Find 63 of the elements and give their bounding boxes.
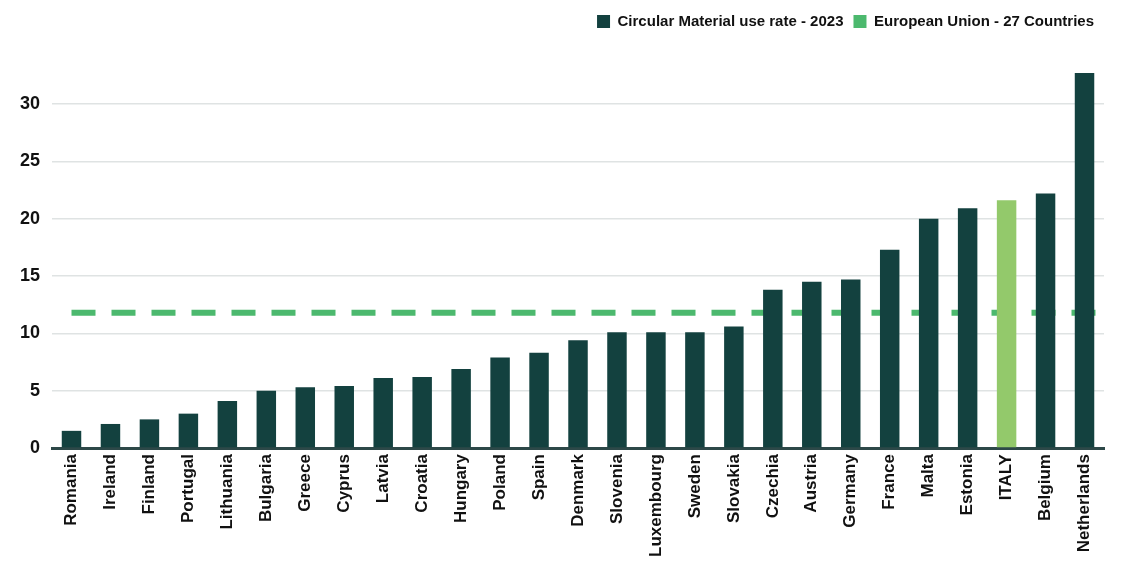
bar	[373, 378, 393, 448]
x-tick-label: Slovakia	[723, 453, 743, 524]
y-tick-label: 10	[19, 322, 41, 343]
x-tick-label: Slovenia	[606, 453, 626, 524]
bar	[646, 332, 666, 448]
bar	[841, 279, 861, 448]
bar	[802, 281, 822, 448]
bar	[217, 401, 238, 448]
bar	[879, 249, 900, 448]
x-tick-label: Portugal	[178, 454, 198, 524]
x-tick-label: Austria	[801, 453, 821, 513]
bar	[957, 208, 978, 448]
x-tick-label: Romania	[61, 453, 81, 526]
bar	[256, 390, 277, 448]
bar	[529, 352, 549, 448]
bar	[295, 387, 316, 448]
x-tick-label: France	[879, 454, 899, 510]
bar	[61, 430, 82, 448]
bar	[1074, 73, 1095, 448]
x-tick-label: Hungary	[450, 453, 470, 524]
bar	[607, 332, 627, 448]
x-tick-label: Cyprus	[333, 454, 353, 513]
x-tick-label: Denmark	[567, 453, 587, 527]
bar	[334, 386, 354, 448]
y-tick-label: 25	[19, 150, 41, 171]
legend-label: Circular Material use rate - 2023	[617, 11, 844, 29]
x-tick-label: Croatia	[411, 453, 431, 513]
x-tick-label: Bulgaria	[256, 453, 275, 523]
y-tick-label: 15	[19, 264, 41, 285]
x-tick-label: Belgium	[1035, 454, 1055, 522]
x-tick-label: Greece	[294, 454, 314, 512]
x-tick-label: Germany	[840, 453, 860, 528]
bar	[412, 376, 432, 448]
x-tick-label: ITALY	[996, 453, 1016, 501]
bar	[763, 289, 783, 448]
y-tick-label: 5	[30, 379, 41, 400]
bar	[568, 340, 588, 448]
bar	[918, 218, 939, 448]
x-tick-label: Latvia	[372, 453, 392, 504]
bar	[100, 423, 121, 448]
bar	[724, 326, 744, 448]
x-tick-label: Malta	[918, 453, 938, 498]
x-tick-label: Lithuania	[217, 453, 237, 530]
x-tick-label: Poland	[489, 454, 509, 511]
bar	[451, 368, 471, 448]
x-tick-label: Czechia	[762, 453, 782, 519]
x-tick-label: Netherlands	[1074, 454, 1094, 553]
y-tick-label: 20	[19, 207, 41, 228]
x-tick-label: Ireland	[100, 454, 120, 510]
y-tick-label: 0	[30, 437, 41, 458]
bar	[490, 357, 510, 448]
bar	[178, 413, 199, 448]
bar	[685, 332, 705, 448]
bar	[1035, 193, 1056, 448]
legend-label: European Union - 27 Countries	[873, 11, 1095, 29]
y-tick-label: 30	[19, 92, 41, 113]
x-tick-label: Finland	[139, 454, 159, 515]
x-tick-label: Spain	[528, 454, 548, 501]
bar	[996, 200, 1017, 448]
bar	[139, 419, 160, 448]
x-tick-label: Luxembourg	[645, 454, 665, 558]
x-tick-label: Sweden	[684, 454, 704, 519]
x-tick-label: Estonia	[957, 453, 977, 516]
